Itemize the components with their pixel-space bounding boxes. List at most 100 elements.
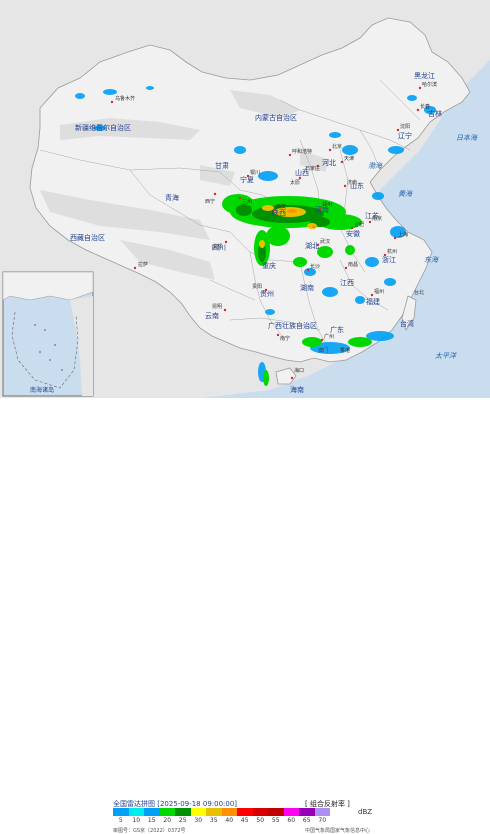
city-labels: 乌鲁木齐 拉萨 西宁 兰州 银川 呼和浩特 北京 天津 石家庄 太原 济南 郑州… — [115, 81, 437, 374]
legend-swatch — [268, 808, 284, 816]
city-shenyang: 沈阳 — [400, 123, 410, 130]
label-chongqing: 重庆 — [262, 261, 276, 270]
china-mainland — [29, 17, 471, 363]
legend-swatch — [237, 808, 253, 816]
label-henan: 河南 — [315, 205, 329, 214]
legend-tick: 65 — [302, 817, 311, 824]
data-source: 中国气象局国家气象信息中心 — [305, 828, 371, 834]
city-taiyuan: 太原 — [290, 179, 300, 186]
label-shaanxi: 陕西 — [272, 208, 286, 217]
city-jinan: 济南 — [347, 179, 357, 186]
city-xian: 西安 — [276, 203, 286, 210]
legend-swatch — [128, 808, 144, 816]
legend-swatch — [159, 808, 175, 816]
legend-swatch — [221, 808, 237, 816]
label-shandong: 山东 — [350, 181, 364, 190]
city-xining: 西宁 — [205, 198, 215, 205]
label-hainan: 海南 — [290, 385, 304, 394]
label-tibet: 西藏自治区 — [70, 233, 105, 242]
city-shijiazhuang: 石家庄 — [305, 165, 320, 172]
label-heilongjiang: 黑龙江 — [414, 71, 435, 80]
city-beijing: 北京 — [332, 143, 342, 150]
label-guangxi: 广西壮族自治区 — [268, 321, 317, 330]
label-jiangsu: 江苏 — [365, 211, 379, 220]
city-nanchang: 南昌 — [348, 261, 358, 268]
city-fuzhou: 福州 — [374, 288, 384, 295]
south-china-sea-inset: 南海诸岛 — [2, 271, 94, 397]
legend-tick: 10 — [132, 817, 141, 824]
city-lhasa: 拉萨 — [138, 261, 148, 268]
label-zhejiang: 浙江 — [382, 255, 396, 264]
legend-swatch — [190, 808, 206, 816]
sea-bohai: 渤海 — [368, 162, 383, 170]
legend-tick: 70 — [318, 817, 327, 824]
city-markers — [110, 86, 422, 380]
city-guiyang: 贵阳 — [252, 283, 262, 290]
terrain-relief — [40, 90, 330, 280]
legend-footer: 全国雷达拼图 [2025-09-18 09:00:00] [ 组合反射率 ] 5… — [0, 398, 490, 834]
city-zhengzhou: 郑州 — [322, 201, 332, 208]
sea-east: 东海 — [424, 256, 439, 264]
legend-tick: 30 — [194, 817, 203, 824]
city-macau: 澳门 — [318, 347, 328, 354]
label-liaoning: 辽宁 — [398, 131, 412, 140]
legend-swatch — [299, 808, 315, 816]
label-inner-mongolia: 内蒙古自治区 — [255, 113, 297, 122]
legend-swatch — [314, 808, 330, 816]
sea-yellow: 黄海 — [398, 190, 413, 198]
city-nanjing: 南京 — [372, 215, 382, 222]
hainan-island — [275, 367, 297, 385]
city-yinchuan: 银川 — [250, 169, 260, 176]
inset-label: 南海诸岛 — [30, 386, 54, 394]
legend-tick: 45 — [240, 817, 249, 824]
legend-swatch — [113, 808, 129, 816]
city-lanzhou: 兰州 — [242, 198, 252, 205]
city-kunming: 昆明 — [212, 304, 222, 310]
city-hangzhou: 杭州 — [387, 248, 397, 255]
legend-swatch — [283, 808, 299, 816]
city-chengdu: 成都 — [212, 243, 222, 250]
city-shanghai: 上海 — [398, 231, 408, 238]
radar-echoes — [15, 86, 436, 386]
taiwan-island — [401, 295, 417, 331]
legend-swatch — [144, 808, 160, 816]
label-jiangxi: 江西 — [340, 279, 354, 287]
region-labels: 黑龙江 吉林 辽宁 内蒙古自治区 新疆维吾尔自治区 西藏自治区 青海 甘肃 宁夏… — [70, 71, 442, 394]
color-legend — [113, 808, 330, 816]
approval-number: 审图号：GS京（2022）0372号 — [113, 828, 186, 834]
legend-swatch — [252, 808, 268, 816]
sea-japan: 日本海 — [456, 134, 478, 142]
city-tianjin: 天津 — [344, 155, 354, 162]
label-anhui: 安徽 — [346, 229, 360, 238]
city-wuhan: 武汉 — [320, 238, 330, 245]
city-guangzhou: 广州 — [324, 333, 334, 340]
china-radar-map[interactable]: 黑龙江 吉林 辽宁 内蒙古自治区 新疆维吾尔自治区 西藏自治区 青海 甘肃 宁夏… — [0, 0, 490, 398]
label-taiwan: 台湾 — [400, 319, 414, 328]
legend-tick: 60 — [287, 817, 296, 824]
city-changchun: 长春 — [420, 103, 430, 110]
legend-tick: 5 — [118, 817, 123, 824]
label-qinghai: 青海 — [165, 193, 179, 202]
label-ningxia: 宁夏 — [240, 175, 254, 184]
city-hefei: 合肥 — [354, 221, 364, 228]
legend-swatch — [206, 808, 222, 816]
label-shanxi: 山西 — [295, 168, 309, 177]
legend-tick: 25 — [178, 817, 187, 824]
sea-pacific: 太平洋 — [435, 352, 457, 360]
label-xinjiang: 新疆维吾尔自治区 — [75, 123, 131, 132]
label-hunan: 湖南 — [300, 283, 314, 292]
label-guangdong: 广东 — [330, 325, 344, 334]
label-yunnan: 云南 — [205, 311, 219, 320]
legend-ticks: 5 10 15 20 25 30 35 40 45 50 55 60 65 70 — [113, 817, 361, 825]
label-hebei: 河北 — [322, 159, 336, 167]
label-guizhou: 贵州 — [260, 289, 274, 298]
label-fujian: 福建 — [366, 297, 380, 306]
legend-tick: 15 — [147, 817, 156, 824]
legend-tick: 50 — [256, 817, 265, 824]
city-urumqi: 乌鲁木齐 — [115, 95, 135, 102]
legend-unit: dBZ — [358, 808, 373, 816]
city-hohhot: 呼和浩特 — [292, 148, 312, 155]
city-harbin: 哈尔滨 — [422, 81, 437, 88]
city-hongkong: 香港 — [340, 347, 350, 354]
